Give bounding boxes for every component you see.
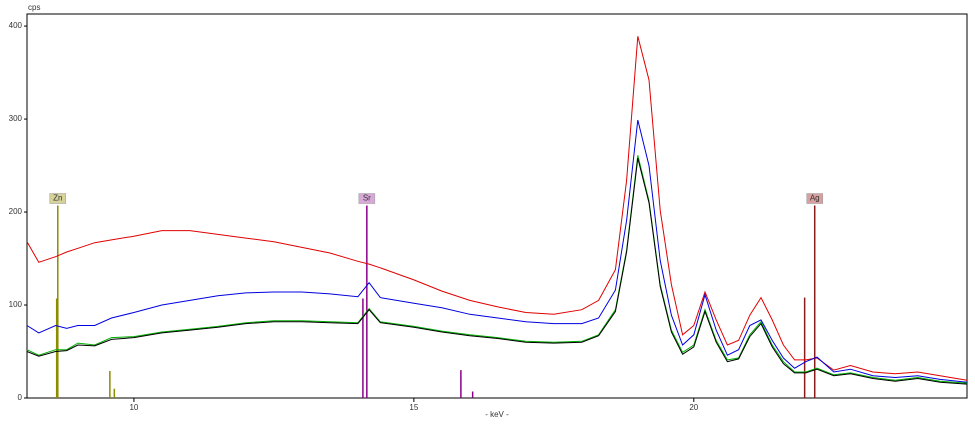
element-label-box [806,193,823,204]
x-tick-label: 15 [409,403,418,412]
y-tick-label: 0 [18,393,23,402]
element-label-box [358,193,376,204]
y-tick-label: 100 [9,300,23,309]
spectrum-line [26,157,968,385]
spectrum-line [26,119,968,383]
spectrum-line [26,36,968,381]
spectrum-line [26,155,968,384]
element-label-box [49,193,67,204]
element-label: Ag [810,194,820,203]
y-tick-label: 300 [9,114,23,123]
element-label: Zn [53,194,62,203]
x-tick-label: 20 [689,403,698,412]
plot-frame [26,13,968,399]
element-label: Sr [363,194,371,203]
x-axis-label: - keV - [485,410,509,419]
y-tick-label: 200 [9,207,23,216]
x-tick-label: 10 [129,403,138,412]
y-tick-label: 400 [9,21,23,30]
y-axis-label: cps [28,3,40,12]
